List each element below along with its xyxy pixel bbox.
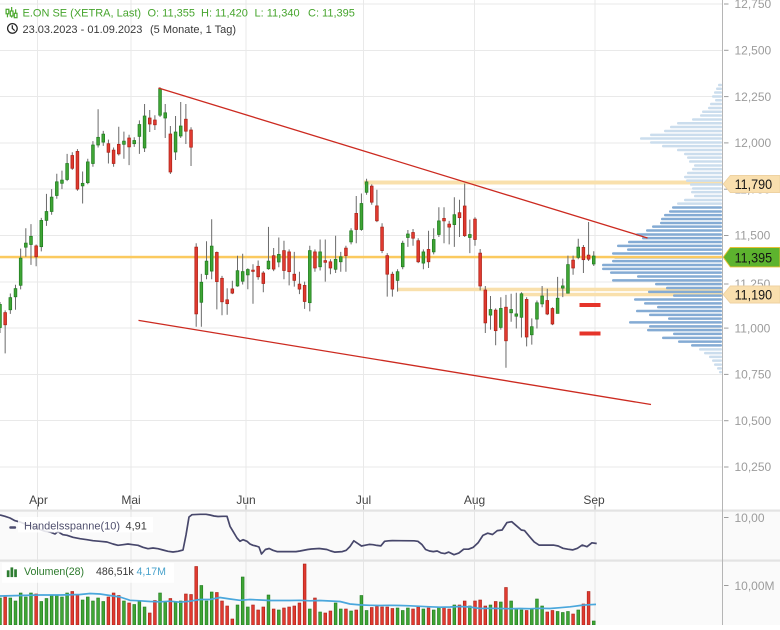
svg-text:Jul: Jul [356, 493, 371, 507]
svg-text:Volumen(28): Volumen(28) [24, 566, 84, 578]
svg-text:11,000: 11,000 [735, 321, 771, 335]
svg-text:10,00: 10,00 [735, 511, 765, 525]
svg-text:Sep: Sep [583, 493, 605, 507]
svg-text:4,91: 4,91 [126, 521, 147, 533]
svg-text:Jun: Jun [236, 493, 255, 507]
svg-text:23.03.2023 - 01.09.2023: 23.03.2023 - 01.09.2023 [23, 24, 143, 36]
svg-text:11,395: 11,395 [735, 249, 773, 265]
svg-text:12,500: 12,500 [735, 44, 772, 58]
svg-text:(5 Monate, 1 Tag): (5 Monate, 1 Tag) [150, 24, 236, 36]
svg-text:O: 11,355: O: 11,355 [148, 8, 196, 20]
svg-text:10,500: 10,500 [735, 414, 772, 428]
svg-text:E.ON SE (XETRA, Last): E.ON SE (XETRA, Last) [23, 8, 142, 20]
svg-text:L: 11,340: L: 11,340 [255, 8, 300, 20]
svg-text:Mai: Mai [121, 493, 140, 507]
svg-text:11,500: 11,500 [735, 229, 771, 243]
svg-text:Aug: Aug [464, 493, 485, 507]
svg-text:10,00M: 10,00M [735, 579, 775, 593]
svg-text:10,250: 10,250 [735, 460, 772, 474]
svg-text:10,750: 10,750 [735, 368, 772, 382]
svg-text:Handelsspanne(10): Handelsspanne(10) [24, 521, 120, 533]
svg-text:486,51k: 486,51k [96, 566, 134, 578]
svg-text:Apr: Apr [29, 493, 48, 507]
svg-text:11,790: 11,790 [735, 176, 773, 192]
svg-text:C: 11,395: C: 11,395 [308, 8, 355, 20]
svg-text:12,250: 12,250 [735, 90, 772, 104]
svg-text:12,750: 12,750 [735, 0, 772, 11]
svg-text:H: 11,420: H: 11,420 [201, 8, 248, 20]
svg-text:4,17M: 4,17M [137, 566, 166, 578]
svg-text:12,000: 12,000 [735, 136, 772, 150]
svg-text:11,190: 11,190 [735, 287, 773, 303]
